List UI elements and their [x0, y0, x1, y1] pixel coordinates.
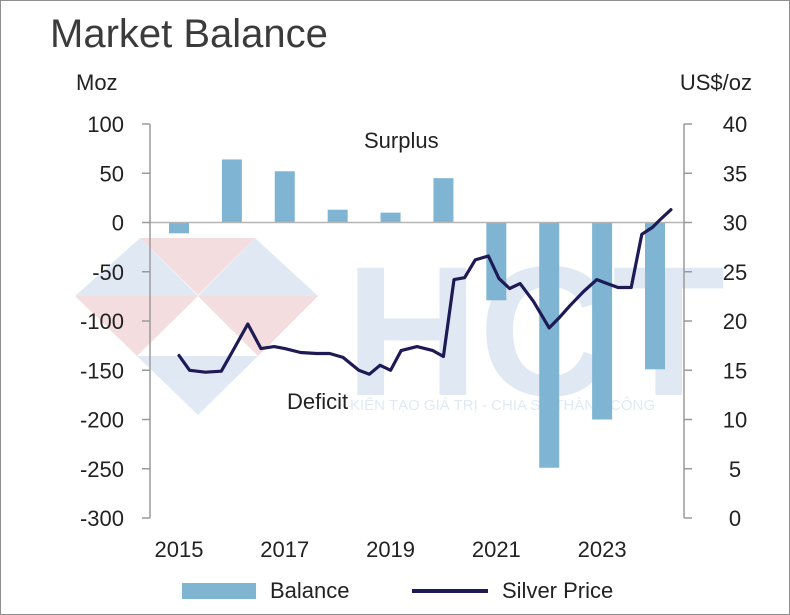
- right-tick-label: 30: [723, 211, 747, 236]
- watermark-tagline: KIẾN TẠO GIÁ TRỊ - CHIA SẺ THÀNH CÔNG: [350, 397, 655, 414]
- right-tick-label: 0: [729, 506, 741, 531]
- legend-price-label: Silver Price: [502, 578, 614, 603]
- axes: 100500-50-100-150-200-250-30040353025201…: [80, 112, 747, 562]
- balance-bar: [433, 178, 454, 223]
- x-tick-label: 2015: [155, 537, 204, 562]
- deficit-annotation: Deficit: [287, 389, 348, 414]
- x-tick-label: 2017: [260, 537, 309, 562]
- market-balance-chart: HCT KIẾN TẠO GIÁ TRỊ - CHIA SẺ THÀNH CÔN…: [75, 70, 752, 562]
- right-axis-label: US$/oz: [680, 70, 752, 95]
- left-tick-label: -250: [80, 457, 124, 482]
- balance-bar: [645, 222, 665, 370]
- x-tick-label: 2019: [366, 537, 415, 562]
- right-tick-label: 40: [723, 112, 747, 137]
- legend-balance-label: Balance: [270, 578, 350, 603]
- watermark-triangle-left: [75, 238, 198, 296]
- right-tick-label: 15: [723, 358, 747, 383]
- watermark-triangle-lower-left: [75, 296, 198, 356]
- legend-item-balance: Balance: [182, 578, 350, 604]
- balance-bar: [169, 222, 189, 234]
- balance-bar: [274, 171, 295, 223]
- x-tick-label: 2021: [472, 537, 521, 562]
- surplus-annotation: Surplus: [364, 128, 439, 153]
- watermark-triangle-bottom: [137, 356, 258, 415]
- watermark-triangle-lower-right: [198, 296, 318, 356]
- legend-price-swatch: [412, 589, 488, 593]
- left-tick-label: 50: [100, 161, 124, 186]
- left-tick-label: 100: [87, 112, 124, 137]
- left-tick-label: -50: [92, 260, 124, 285]
- watermark-triangle-right: [198, 238, 318, 296]
- balance-bar: [221, 159, 242, 223]
- balance-bar: [539, 222, 560, 468]
- legend-balance-swatch: [182, 583, 256, 599]
- right-tick-label: 35: [723, 161, 747, 186]
- silver-price-layer: [177, 208, 673, 376]
- chart-title: Market Balance: [50, 12, 328, 56]
- right-tick-label: 25: [723, 260, 747, 285]
- left-tick-label: -150: [80, 358, 124, 383]
- x-tick-label: 2023: [578, 537, 627, 562]
- balance-bar: [327, 209, 348, 223]
- watermark-triangle-top: [140, 238, 255, 295]
- left-axis-label: Moz: [76, 70, 118, 95]
- left-tick-label: 0: [112, 211, 124, 236]
- legend-item-silver-price: Silver Price: [412, 578, 613, 604]
- balance-bar: [380, 212, 401, 223]
- silver-price-line: [177, 208, 673, 376]
- left-tick-label: -200: [80, 408, 124, 433]
- right-tick-label: 10: [723, 408, 747, 433]
- chart-legend: Balance Silver Price: [0, 578, 790, 608]
- balance-bar: [592, 222, 613, 420]
- right-tick-label: 20: [723, 309, 747, 334]
- left-tick-label: -300: [80, 506, 124, 531]
- left-tick-label: -100: [80, 309, 124, 334]
- right-tick-label: 5: [729, 457, 741, 482]
- hct-watermark: HCT KIẾN TẠO GIÁ TRỊ - CHIA SẺ THÀNH CÔN…: [75, 229, 725, 435]
